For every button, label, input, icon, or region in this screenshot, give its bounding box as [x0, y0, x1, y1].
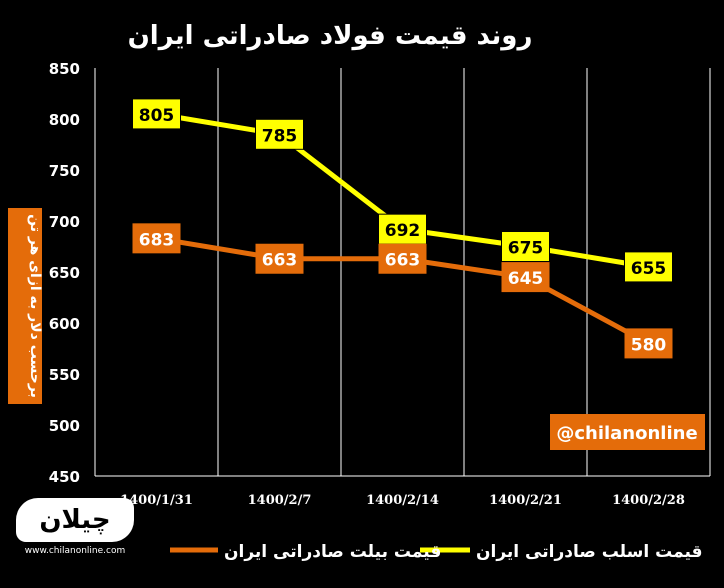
data-label-box	[624, 251, 673, 283]
chart-title: روند قیمت فولاد صادراتی ایران	[128, 21, 533, 51]
data-label-box	[624, 328, 673, 359]
chilan-logo: چیلان www.chilanonline.com	[16, 498, 134, 560]
y-tick-label: 700	[49, 213, 80, 231]
data-label: 785	[262, 126, 298, 146]
y-tick-label: 500	[49, 417, 80, 435]
data-label: 655	[631, 259, 667, 279]
data-label: 683	[139, 230, 175, 250]
data-label-box	[255, 118, 304, 150]
annotation-text: @chilanonline	[556, 423, 697, 444]
y-tick-label: 850	[49, 60, 80, 78]
data-label: 580	[631, 335, 667, 355]
data-label-box	[255, 243, 304, 274]
data-label-box	[501, 231, 550, 262]
data-label-box	[132, 223, 181, 254]
y-tick-label: 750	[49, 162, 80, 180]
y-axis-label: برحسب دلار به ازای هر تن	[27, 214, 43, 398]
data-label: 805	[139, 106, 175, 126]
y-tick-label: 450	[49, 468, 80, 486]
data-label-box	[501, 262, 550, 293]
annotation-box	[550, 414, 705, 450]
data-label: 663	[262, 251, 298, 271]
y-tick-label: 550	[49, 366, 80, 384]
data-label-box	[132, 98, 181, 130]
x-tick-label: 1400/2/14	[366, 493, 439, 508]
y-tick-label: 600	[49, 315, 80, 333]
x-tick-label: 1400/2/7	[248, 493, 312, 508]
x-tick-label: 1400/2/28	[612, 493, 685, 508]
y-axis-label-box	[8, 208, 42, 404]
logo-mark: چیلان	[16, 498, 134, 542]
data-label: 675	[508, 239, 544, 259]
data-label-box	[378, 213, 427, 245]
logo-url: www.chilanonline.com	[24, 546, 126, 556]
x-tick-label: 1400/2/21	[489, 493, 562, 508]
data-label: 663	[385, 251, 421, 271]
data-label: 645	[508, 269, 544, 289]
y-tick-label: 650	[49, 264, 80, 282]
legend-label-slab: قیمت اسلب صادراتی ایران	[476, 542, 703, 562]
y-tick-label: 800	[49, 111, 80, 129]
data-label-box	[378, 243, 427, 274]
data-label: 692	[385, 221, 421, 241]
legend-label-billet: قیمت بیلت صادراتی ایران	[224, 542, 441, 562]
x-tick-label: 1400/1/31	[120, 493, 193, 508]
